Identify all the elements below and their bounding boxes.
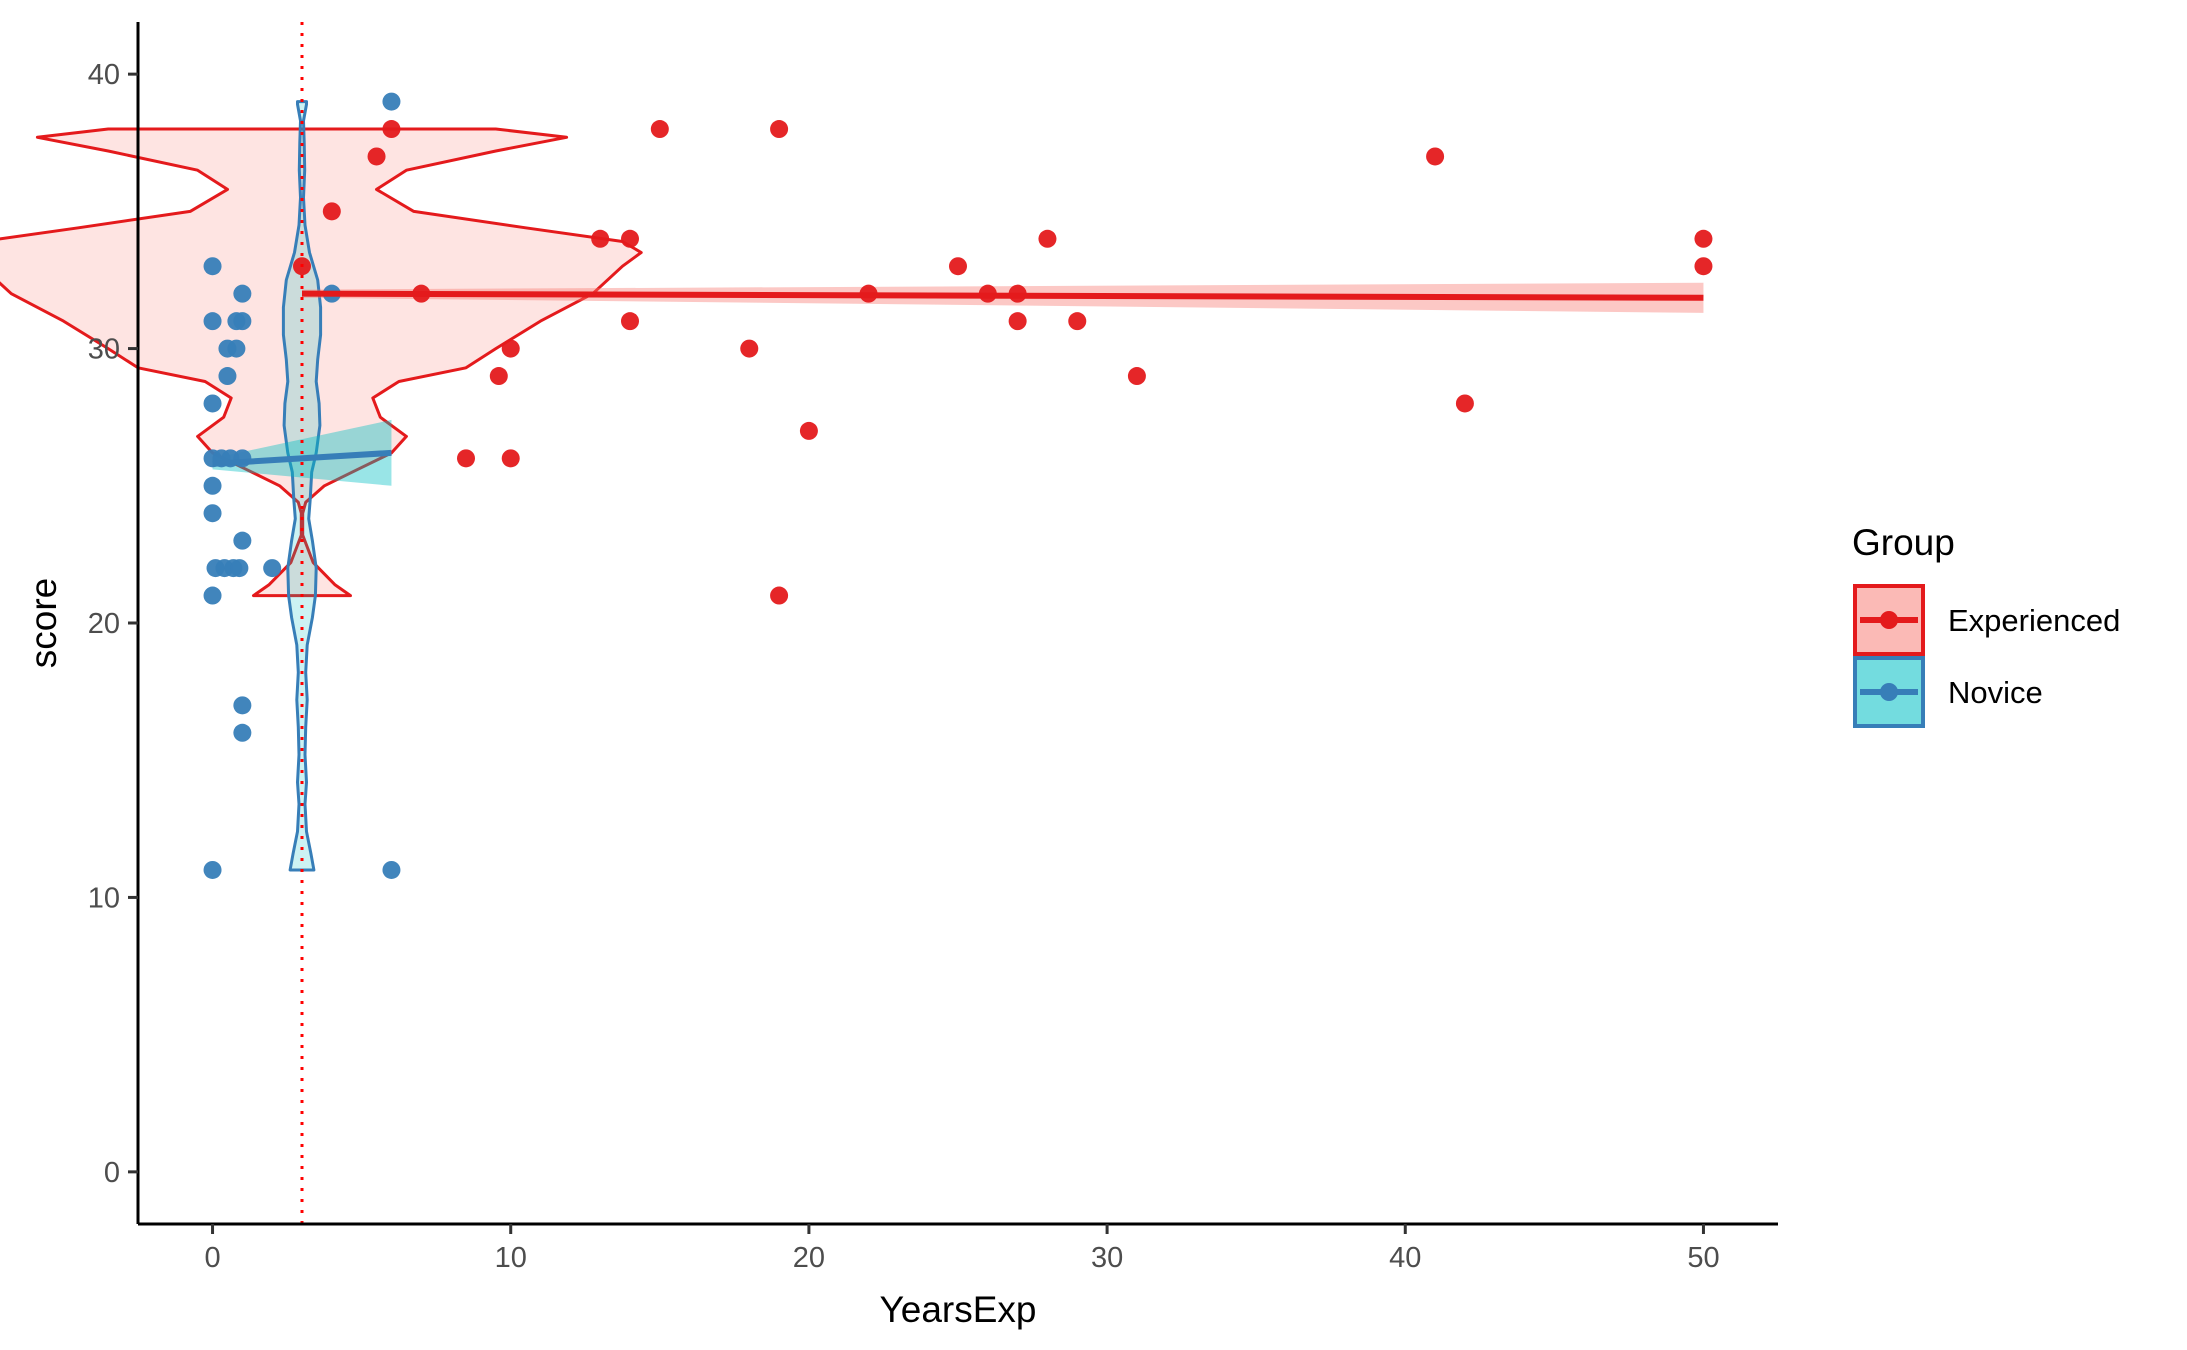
legend: Group Experienced Novice bbox=[1852, 522, 2120, 728]
point-novice bbox=[263, 559, 282, 578]
point-experienced bbox=[740, 339, 759, 358]
y-tick-label: 20 bbox=[88, 608, 120, 640]
point-novice bbox=[203, 257, 222, 276]
point-novice bbox=[233, 284, 252, 303]
point-experienced bbox=[382, 120, 401, 139]
y-tick-label: 10 bbox=[88, 882, 120, 914]
point-experienced bbox=[489, 367, 508, 386]
point-novice bbox=[218, 367, 237, 386]
y-tick-label: 40 bbox=[88, 59, 120, 91]
point-experienced bbox=[650, 120, 669, 139]
point-experienced bbox=[1426, 147, 1445, 166]
y-tick-label: 0 bbox=[104, 1157, 120, 1189]
point-experienced bbox=[1068, 312, 1087, 331]
legend-key-point bbox=[1880, 683, 1898, 701]
point-experienced bbox=[1694, 257, 1713, 276]
point-experienced bbox=[591, 229, 610, 248]
point-novice bbox=[203, 586, 222, 605]
point-novice bbox=[203, 476, 222, 495]
point-novice bbox=[233, 312, 252, 331]
point-experienced bbox=[799, 421, 818, 440]
legend-key-point bbox=[1880, 611, 1898, 629]
point-novice bbox=[203, 394, 222, 413]
point-novice bbox=[203, 312, 222, 331]
trend-line-experienced bbox=[301, 290, 1704, 301]
point-novice bbox=[233, 723, 252, 742]
y-axis-title: score bbox=[23, 578, 64, 668]
point-novice bbox=[233, 696, 252, 715]
trend-line-novice bbox=[212, 449, 392, 467]
axes: YearsExp score 0 10 20 30 40 50 0 10 20 30 40 bbox=[23, 22, 1778, 1330]
legend-label-experienced: Experienced bbox=[1948, 603, 2120, 638]
point-experienced bbox=[1008, 312, 1027, 331]
point-experienced bbox=[367, 147, 386, 166]
point-experienced bbox=[770, 586, 789, 605]
x-axis-title: YearsExp bbox=[879, 1289, 1036, 1330]
point-novice bbox=[230, 559, 249, 578]
y-tick-label: 30 bbox=[88, 334, 120, 366]
point-experienced bbox=[1694, 229, 1713, 248]
point-novice bbox=[233, 531, 252, 550]
point-experienced bbox=[1038, 229, 1057, 248]
x-tick-label: 30 bbox=[1091, 1242, 1123, 1274]
legend-label-novice: Novice bbox=[1948, 675, 2043, 710]
point-novice bbox=[203, 504, 222, 523]
point-experienced bbox=[621, 312, 639, 331]
plot-area bbox=[0, 22, 1713, 1224]
legend-title: Group bbox=[1852, 522, 1955, 563]
point-novice bbox=[203, 860, 222, 879]
point-novice bbox=[382, 92, 401, 111]
x-tick-label: 50 bbox=[1687, 1242, 1719, 1274]
x-tick-label: 0 bbox=[204, 1242, 220, 1274]
point-novice bbox=[382, 860, 401, 879]
x-tick-label: 40 bbox=[1389, 1242, 1421, 1274]
x-tick-label: 10 bbox=[495, 1242, 527, 1274]
point-experienced bbox=[457, 449, 475, 468]
point-experienced bbox=[621, 229, 639, 248]
point-experienced bbox=[322, 202, 341, 221]
point-experienced bbox=[770, 120, 789, 139]
point-experienced bbox=[501, 339, 520, 358]
point-experienced bbox=[949, 257, 967, 276]
point-experienced bbox=[1127, 367, 1146, 386]
point-experienced bbox=[1455, 394, 1474, 413]
point-experienced bbox=[501, 449, 520, 468]
point-novice bbox=[227, 339, 246, 358]
x-tick-label: 20 bbox=[793, 1242, 825, 1274]
